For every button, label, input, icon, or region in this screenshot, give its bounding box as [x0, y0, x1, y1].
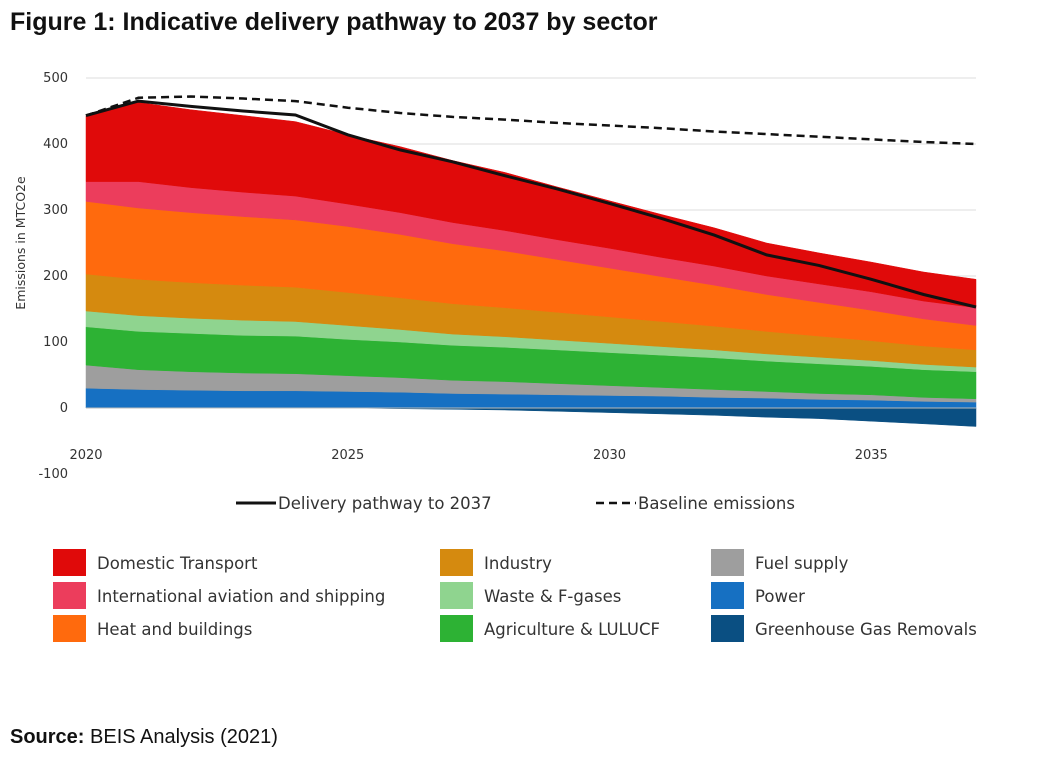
legend-label-delivery-pathway-to-2037: Delivery pathway to 2037 [278, 494, 492, 513]
legend-swatch-agriculture-and-lulucf [440, 615, 473, 642]
legend-label-greenhouse-gas-removals: Greenhouse Gas Removals [755, 620, 977, 639]
legend-label-international-aviation-and-shipping: International aviation and shipping [97, 587, 385, 606]
y-tick-label: -100 [38, 467, 68, 482]
legend-label-domestic-transport: Domestic Transport [97, 554, 258, 573]
y-tick-label: 200 [43, 269, 68, 284]
legend-label-waste-and-f-gases: Waste & F-gases [484, 587, 621, 606]
legend-label-heat-and-buildings: Heat and buildings [97, 620, 252, 639]
legend-swatch-industry [440, 549, 473, 576]
y-axis-label: Emissions in MTCO2e [13, 176, 28, 310]
pathway-lines [85, 95, 977, 309]
legend-swatch-greenhouse-gas-removals [711, 615, 744, 642]
source-label: Source: [10, 726, 85, 748]
axes: -100 0 100 200 300 400 500 2020 2025 2030 2035 Emis… [13, 71, 976, 482]
line-delivery-pathway-to-2037 [85, 99, 977, 309]
y-tick-label: 300 [43, 203, 68, 218]
legend-label-fuel-supply: Fuel supply [755, 554, 849, 573]
x-tick-label: 2035 [855, 448, 888, 463]
figure-title: Figure 1: Indicative delivery pathway to… [10, 8, 658, 36]
x-tick-label: 2030 [593, 448, 626, 463]
area-domestic-transport [85, 102, 977, 308]
x-tick-label: 2025 [331, 448, 364, 463]
y-tick-label: 100 [43, 335, 68, 350]
source-text: BEIS Analysis (2021) [84, 726, 278, 748]
line-baseline-emissions [85, 95, 977, 146]
legend-swatch-domestic-transport [53, 549, 86, 576]
legend-swatch-fuel-supply [711, 549, 744, 576]
legend: Delivery pathway to 2037 Baseline emissio… [53, 494, 977, 642]
legend-label-industry: Industry [484, 554, 552, 573]
x-tick-label: 2020 [69, 448, 102, 463]
legend-swatch-power [711, 582, 744, 609]
legend-label-baseline-emissions: Baseline emissions [638, 494, 795, 513]
legend-swatch-waste-and-f-gases [440, 582, 473, 609]
legend-label-agriculture-and-lulucf: Agriculture & LULUCF [484, 620, 660, 639]
legend-swatch-heat-and-buildings [53, 615, 86, 642]
y-tick-label: 500 [43, 71, 68, 86]
y-tick-label: 0 [60, 401, 68, 416]
y-tick-label: 400 [43, 137, 68, 152]
area-greenhouse-gas-removals [86, 407, 977, 427]
legend-swatch-international-aviation-and-shipping [53, 582, 86, 609]
source-note: Source: BEIS Analysis (2021) [10, 726, 278, 749]
stacked-areas [85, 102, 977, 427]
emissions-area-chart: -100 0 100 200 300 400 500 2020 2025 2030 2035 Emis… [13, 71, 977, 642]
legend-label-power: Power [755, 587, 805, 606]
